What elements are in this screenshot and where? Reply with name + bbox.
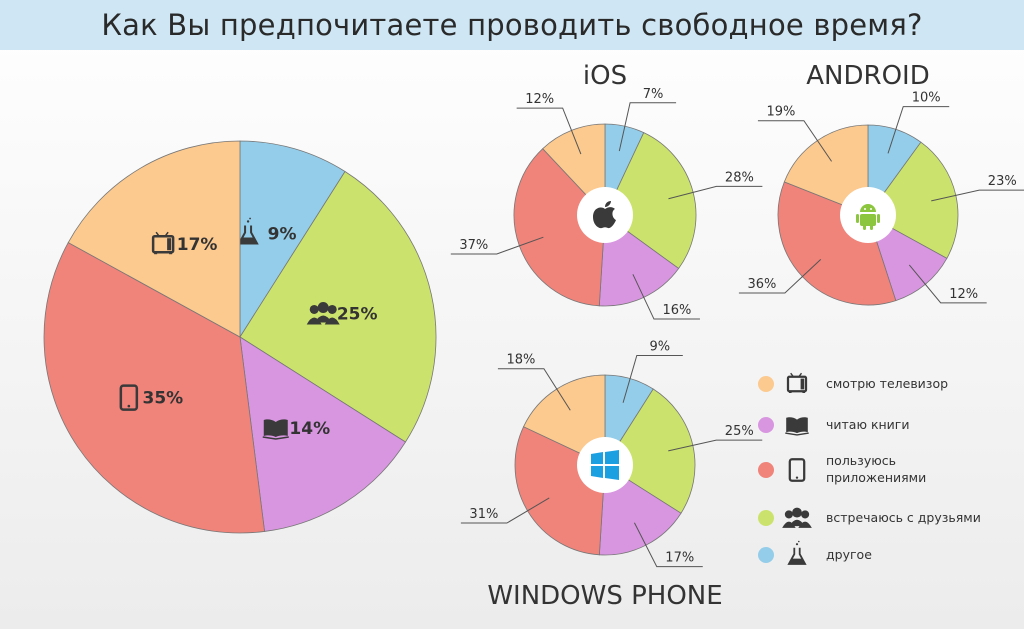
legend-label: другое <box>826 547 872 562</box>
page-title: Как Вы предпочитаете проводить свободное… <box>101 8 923 42</box>
legend-item-other: другое <box>758 540 872 565</box>
slice-label-apps: 31% <box>469 507 498 522</box>
leader-line <box>632 274 700 320</box>
book-icon <box>262 419 289 440</box>
flask-icon <box>787 540 807 565</box>
leader-line <box>460 497 550 524</box>
leader-line <box>450 236 544 255</box>
legend-swatch <box>758 376 774 392</box>
people-icon <box>306 301 340 325</box>
pie-ios: 7% 28% 16% 37% 12% iOS <box>450 61 763 320</box>
pie-overall: 9% 25% 14% 35% 17% <box>43 140 437 534</box>
legend-label: пользуюсь <box>826 453 896 468</box>
legend-label: встречаюсь с друзьями <box>826 510 981 525</box>
leader-line <box>497 368 571 411</box>
legend-label: читаю книги <box>826 417 909 432</box>
slice-label-other: 7% <box>643 87 664 102</box>
slice-label-books: 14% <box>289 419 330 439</box>
windows-icon <box>591 450 619 480</box>
slice-label-other: 10% <box>912 91 941 106</box>
leader-line <box>887 106 950 154</box>
phone-icon <box>788 458 806 482</box>
android-icon <box>856 204 880 230</box>
pie-title: WINDOWS PHONE <box>487 581 722 611</box>
slice-label-tv: 12% <box>525 92 554 107</box>
pie-title: ANDROID <box>806 61 929 91</box>
slice-label-other: 9% <box>268 224 297 244</box>
legend-item-tv: смотрю телевизор <box>758 372 948 393</box>
leader-line <box>908 264 987 304</box>
title-bar: Как Вы предпочитаете проводить свободное… <box>0 0 1024 50</box>
slice-label-friends: 28% <box>725 170 754 185</box>
leader-line <box>622 355 683 403</box>
slice-other <box>239 140 346 339</box>
legend-swatch <box>758 547 774 563</box>
leader-line <box>757 120 832 162</box>
legend-label: смотрю телевизор <box>826 376 948 391</box>
slice-label-apps: 36% <box>747 277 776 292</box>
slice-friends <box>239 170 437 443</box>
slice-label-tv: 19% <box>766 105 795 120</box>
leader-line <box>668 185 763 200</box>
leader-line <box>633 522 703 568</box>
legend-swatch <box>758 510 774 526</box>
legend: смотрю телевизор читаю книги пользуюсь прил… <box>758 372 981 565</box>
leader-line <box>668 439 763 452</box>
book-icon <box>785 417 809 436</box>
leader-line <box>618 102 677 152</box>
leader-line <box>738 258 822 294</box>
apple-icon <box>593 201 616 229</box>
slice-label-apps: 37% <box>459 238 488 253</box>
slice-label-other: 9% <box>649 340 670 355</box>
leader-line <box>931 189 1024 202</box>
legend-swatch <box>758 462 774 478</box>
slice-apps <box>43 242 266 534</box>
pie-title: iOS <box>583 61 627 91</box>
tv-icon <box>151 231 175 255</box>
slice-label-friends: 25% <box>725 424 754 439</box>
legend-label: приложениями <box>826 470 926 485</box>
slice-label-books: 12% <box>949 287 978 302</box>
slice-label-friends: 23% <box>988 174 1017 189</box>
leader-line <box>516 107 582 155</box>
pie-android: 10% 23% 12% 36% 19% ANDROID <box>738 61 1024 306</box>
phone-icon <box>119 384 139 411</box>
flask-icon <box>237 217 259 245</box>
center-hole <box>577 437 633 493</box>
slice-label-friends: 25% <box>337 304 378 324</box>
slice-label-tv: 18% <box>506 353 535 368</box>
legend-item-apps: пользуюсь приложениями <box>758 453 926 485</box>
pie-windows-phone: 9% 25% 17% 31% 18% WINDOWS PHONE <box>460 340 763 611</box>
slice-label-books: 16% <box>663 303 692 318</box>
slice-label-apps: 35% <box>142 389 183 409</box>
slice-label-books: 17% <box>665 551 694 566</box>
people-icon <box>782 507 812 528</box>
legend-item-books: читаю книги <box>758 417 909 436</box>
legend-item-friends: встречаюсь с друзьями <box>758 507 981 528</box>
tv-icon <box>786 372 808 393</box>
legend-swatch <box>758 417 774 433</box>
slice-books <box>239 336 407 532</box>
slice-label-tv: 17% <box>177 235 218 255</box>
